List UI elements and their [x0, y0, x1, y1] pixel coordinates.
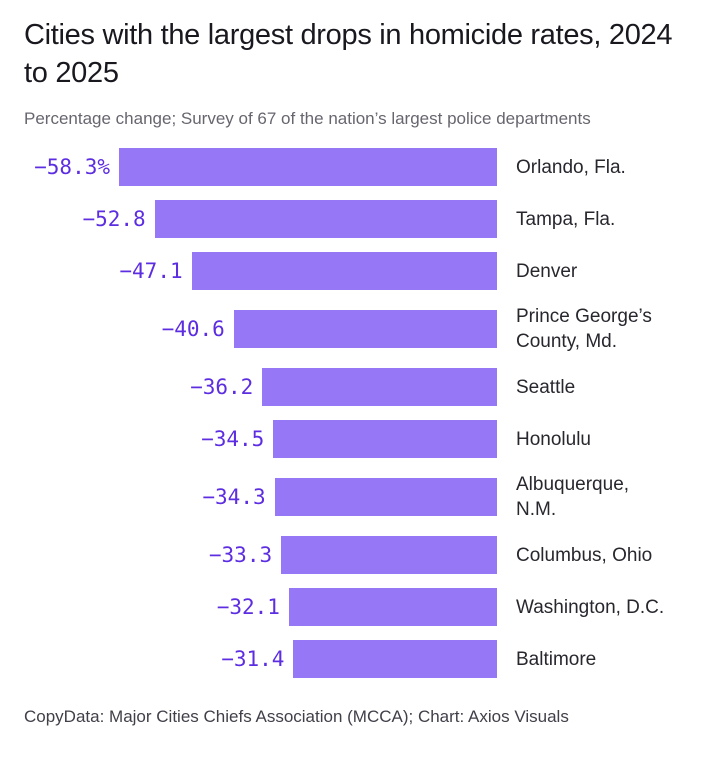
bar-row: −32.1 Washington, D.C.	[24, 581, 700, 633]
category-label: Prince George’s County, Md.	[516, 306, 652, 352]
bar-zone: −58.3%	[24, 148, 497, 186]
bar	[262, 368, 497, 406]
bar-row: −52.8 Tampa, Fla.	[24, 193, 700, 245]
bar-chart: −58.3% Orlando, Fla. −52.8 Tampa, Fla. −…	[24, 141, 700, 685]
bar	[281, 536, 497, 574]
bar-zone: −31.4	[24, 640, 497, 678]
bar-row: −34.3 Albuquerque, N.M.	[24, 465, 700, 529]
value-label: −52.8	[82, 207, 146, 231]
bar-row: −33.3 Columbus, Ohio	[24, 529, 700, 581]
bar-zone: −34.3	[24, 478, 497, 516]
bar-zone: −52.8	[24, 200, 497, 238]
value-label: −32.1	[216, 595, 280, 619]
source-credit-line: CopyData: Major Cities Chiefs Associatio…	[24, 707, 569, 726]
value-label: −58.3%	[34, 155, 110, 179]
bar-row: −36.2 Seattle	[24, 361, 700, 413]
bar	[154, 200, 497, 238]
bar	[233, 310, 497, 348]
category-label: Denver	[516, 260, 578, 282]
value-label: −34.5	[201, 427, 265, 451]
bar-row: −40.6 Prince George’s County, Md.	[24, 297, 700, 361]
value-label: −47.1	[119, 259, 183, 283]
chart-subtitle: Percentage change; Survey of 67 of the n…	[24, 109, 591, 128]
bar-row: −31.4 Baltimore	[24, 633, 700, 685]
bar	[119, 148, 497, 186]
bar	[288, 588, 497, 626]
bar-row: −47.1 Denver	[24, 245, 700, 297]
category-label: Columbus, Ohio	[516, 544, 653, 566]
bar	[293, 640, 497, 678]
bar-zone: −32.1	[24, 588, 497, 626]
bar-zone: −33.3	[24, 536, 497, 574]
bar-row: −34.5 Honolulu	[24, 413, 700, 465]
category-label: Washington, D.C.	[516, 596, 665, 618]
category-label: Orlando, Fla.	[516, 156, 626, 178]
bar-zone: −36.2	[24, 368, 497, 406]
bar	[274, 478, 497, 516]
category-label: Baltimore	[516, 648, 597, 670]
category-label: Tampa, Fla.	[516, 208, 616, 230]
bar-zone: −34.5	[24, 420, 497, 458]
category-label: Albuquerque, N.M.	[516, 474, 630, 520]
bar-row: −58.3% Orlando, Fla.	[24, 141, 700, 193]
bar	[191, 252, 497, 290]
chart-title: Cities with the largest drops in homicid…	[24, 19, 673, 89]
value-label: −36.2	[190, 375, 254, 399]
bar-zone: −40.6	[24, 310, 497, 348]
value-label: −40.6	[161, 317, 225, 341]
category-label: Honolulu	[516, 428, 591, 450]
value-label: −31.4	[221, 647, 285, 671]
value-label: −33.3	[208, 543, 273, 567]
value-label: −34.3	[202, 485, 266, 509]
category-label: Seattle	[516, 376, 576, 398]
bar	[273, 420, 497, 458]
bar-zone: −47.1	[24, 252, 497, 290]
